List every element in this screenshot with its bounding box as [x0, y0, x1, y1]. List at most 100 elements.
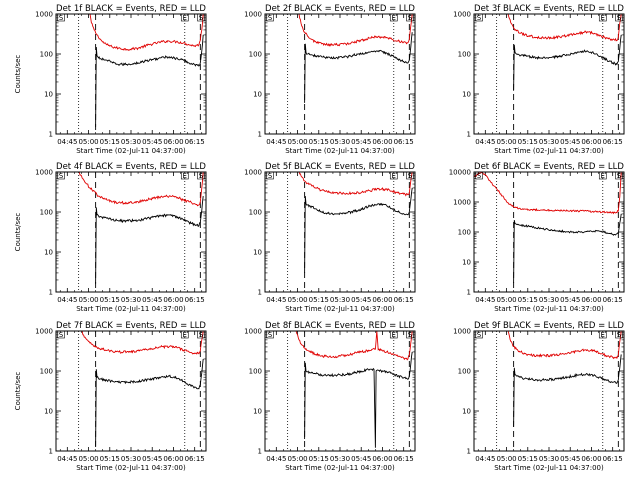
x-tick-label: 05:30: [539, 455, 559, 463]
x-tick-label: 04:45: [57, 138, 77, 146]
series-line-lld: [78, 172, 204, 207]
x-tick-label: 06:15: [603, 138, 623, 146]
x-tick-label: 06:00: [581, 455, 601, 463]
chart-panel-4: Det 4f BLACK = Events, RED = LLD Counts/s…: [14, 162, 207, 313]
chart-panel-3: Det 3f BLACK = Events, RED = LLD 1 10 100 10…: [453, 4, 625, 155]
series-line-events: [304, 351, 413, 448]
y-tick-label: 10: [44, 408, 53, 416]
x-tick-label: 05:45: [560, 296, 580, 304]
corner-marker-label: S: [617, 172, 622, 180]
chart-title: Det 1f BLACK = Events, RED = LLD: [56, 4, 206, 14]
y-axis-label: Counts/sec: [14, 213, 22, 252]
corner-marker-label: S: [617, 331, 622, 339]
x-tick-label: 05:00: [287, 455, 307, 463]
corner-marker-label: S: [268, 172, 273, 180]
corner-marker-label: S: [617, 14, 622, 22]
x-tick-label: 05:15: [518, 455, 538, 463]
corner-marker-label: E: [183, 172, 187, 180]
corner-marker-label: S: [408, 331, 413, 339]
y-tick-label: 1: [467, 448, 471, 456]
series-line-events: [95, 34, 204, 128]
x-tick-label: 05:30: [539, 138, 559, 146]
corner-marker-label: E: [392, 14, 396, 22]
corner-marker-label: E: [601, 331, 605, 339]
y-tick-label: 1000: [453, 199, 471, 207]
y-tick-label: 10: [462, 408, 471, 416]
series-line-events: [304, 32, 413, 103]
y-tick-label: 1: [258, 448, 262, 456]
x-tick-label: 05:45: [351, 138, 371, 146]
chart-panel-1: Det 1f BLACK = Events, RED = LLD Counts/s…: [14, 4, 207, 155]
x-tick-label: 06:15: [394, 138, 414, 146]
x-tick-label: 04:45: [266, 138, 286, 146]
x-tick-label: 06:15: [394, 296, 414, 304]
plot-frame: [55, 330, 207, 452]
series-line-events: [95, 196, 204, 284]
series-line-lld: [298, 172, 413, 197]
x-tick-label: 05:15: [100, 138, 120, 146]
x-tick-label: 05:15: [518, 138, 538, 146]
y-tick-label: 1: [49, 131, 53, 139]
y-tick-label: 1000: [35, 11, 53, 19]
corner-marker-label: S: [199, 172, 204, 180]
x-tick-label: 05:00: [78, 138, 98, 146]
x-tick-label: 05:15: [100, 455, 120, 463]
x-tick-label: 06:00: [581, 138, 601, 146]
y-tick-label: 10: [253, 408, 262, 416]
corner-marker-label: S: [59, 14, 64, 22]
x-tick-label: 05:00: [78, 455, 98, 463]
y-tick-label: 1000: [35, 169, 53, 177]
corner-marker-label: S: [477, 331, 482, 339]
chart-title: Det 2f BLACK = Events, RED = LLD: [265, 4, 415, 14]
series-line-lld: [298, 14, 413, 47]
x-axis-label: Start Time (02-Jul-11 04:37:00): [76, 305, 186, 313]
corner-marker-label: E: [601, 172, 605, 180]
x-tick-label: 06:15: [185, 138, 205, 146]
corner-marker-label: S: [477, 172, 482, 180]
x-tick-label: 05:45: [351, 455, 371, 463]
x-tick-label: 04:45: [475, 455, 495, 463]
chart-panel-6: Det 6f BLACK = Events, RED = LLD 1 10 100 10…: [449, 162, 625, 313]
series-line-events: [304, 187, 413, 273]
chart-panel-2: Det 2f BLACK = Events, RED = LLD 1 10 100 10…: [244, 4, 416, 155]
corner-marker-label: S: [59, 172, 64, 180]
x-tick-label: 05:45: [142, 138, 162, 146]
y-tick-label: 1000: [244, 328, 262, 336]
chart-panel-9: Det 9f BLACK = Events, RED = LLD 1 10 100 10…: [453, 321, 625, 472]
x-tick-label: 06:00: [163, 138, 183, 146]
x-tick-label: 06:15: [394, 455, 414, 463]
chart-title: Det 9f BLACK = Events, RED = LLD: [474, 321, 624, 331]
x-axis-label: Start Time (02-Jul-11 04:37:00): [494, 305, 604, 313]
y-tick-label: 1000: [453, 11, 471, 19]
x-tick-label: 05:15: [309, 296, 329, 304]
series-line-events: [513, 34, 622, 91]
y-tick-label: 100: [249, 209, 262, 217]
x-tick-label: 05:15: [518, 296, 538, 304]
x-axis-label: Start Time (02-Jul-11 04:37:00): [494, 147, 604, 155]
y-tick-label: 10: [253, 249, 262, 257]
x-tick-label: 06:00: [163, 296, 183, 304]
y-tick-label: 1: [467, 289, 471, 297]
y-tick-label: 10: [253, 91, 262, 99]
y-tick-label: 1: [49, 289, 53, 297]
series-line-events: [95, 358, 204, 447]
y-tick-label: 100: [458, 368, 471, 376]
x-tick-label: 05:30: [330, 296, 350, 304]
corner-marker-label: S: [199, 14, 204, 22]
x-tick-label: 06:00: [372, 138, 392, 146]
x-axis-label: Start Time (02-Jul-11 04:37:00): [285, 464, 395, 472]
series-line-events: [513, 354, 622, 427]
x-tick-label: 05:45: [560, 138, 580, 146]
corner-marker-label: S: [268, 331, 273, 339]
chart-panel-7: Det 7f BLACK = Events, RED = LLD Counts/s…: [14, 321, 207, 472]
x-tick-label: 05:45: [142, 296, 162, 304]
corner-marker-label: E: [183, 331, 187, 339]
x-tick-label: 05:30: [121, 296, 141, 304]
y-tick-label: 100: [249, 51, 262, 59]
y-tick-label: 10: [44, 91, 53, 99]
corner-marker-label: S: [408, 172, 413, 180]
plot-frame: [55, 13, 207, 135]
x-tick-label: 06:15: [603, 455, 623, 463]
y-tick-label: 10: [44, 249, 53, 257]
